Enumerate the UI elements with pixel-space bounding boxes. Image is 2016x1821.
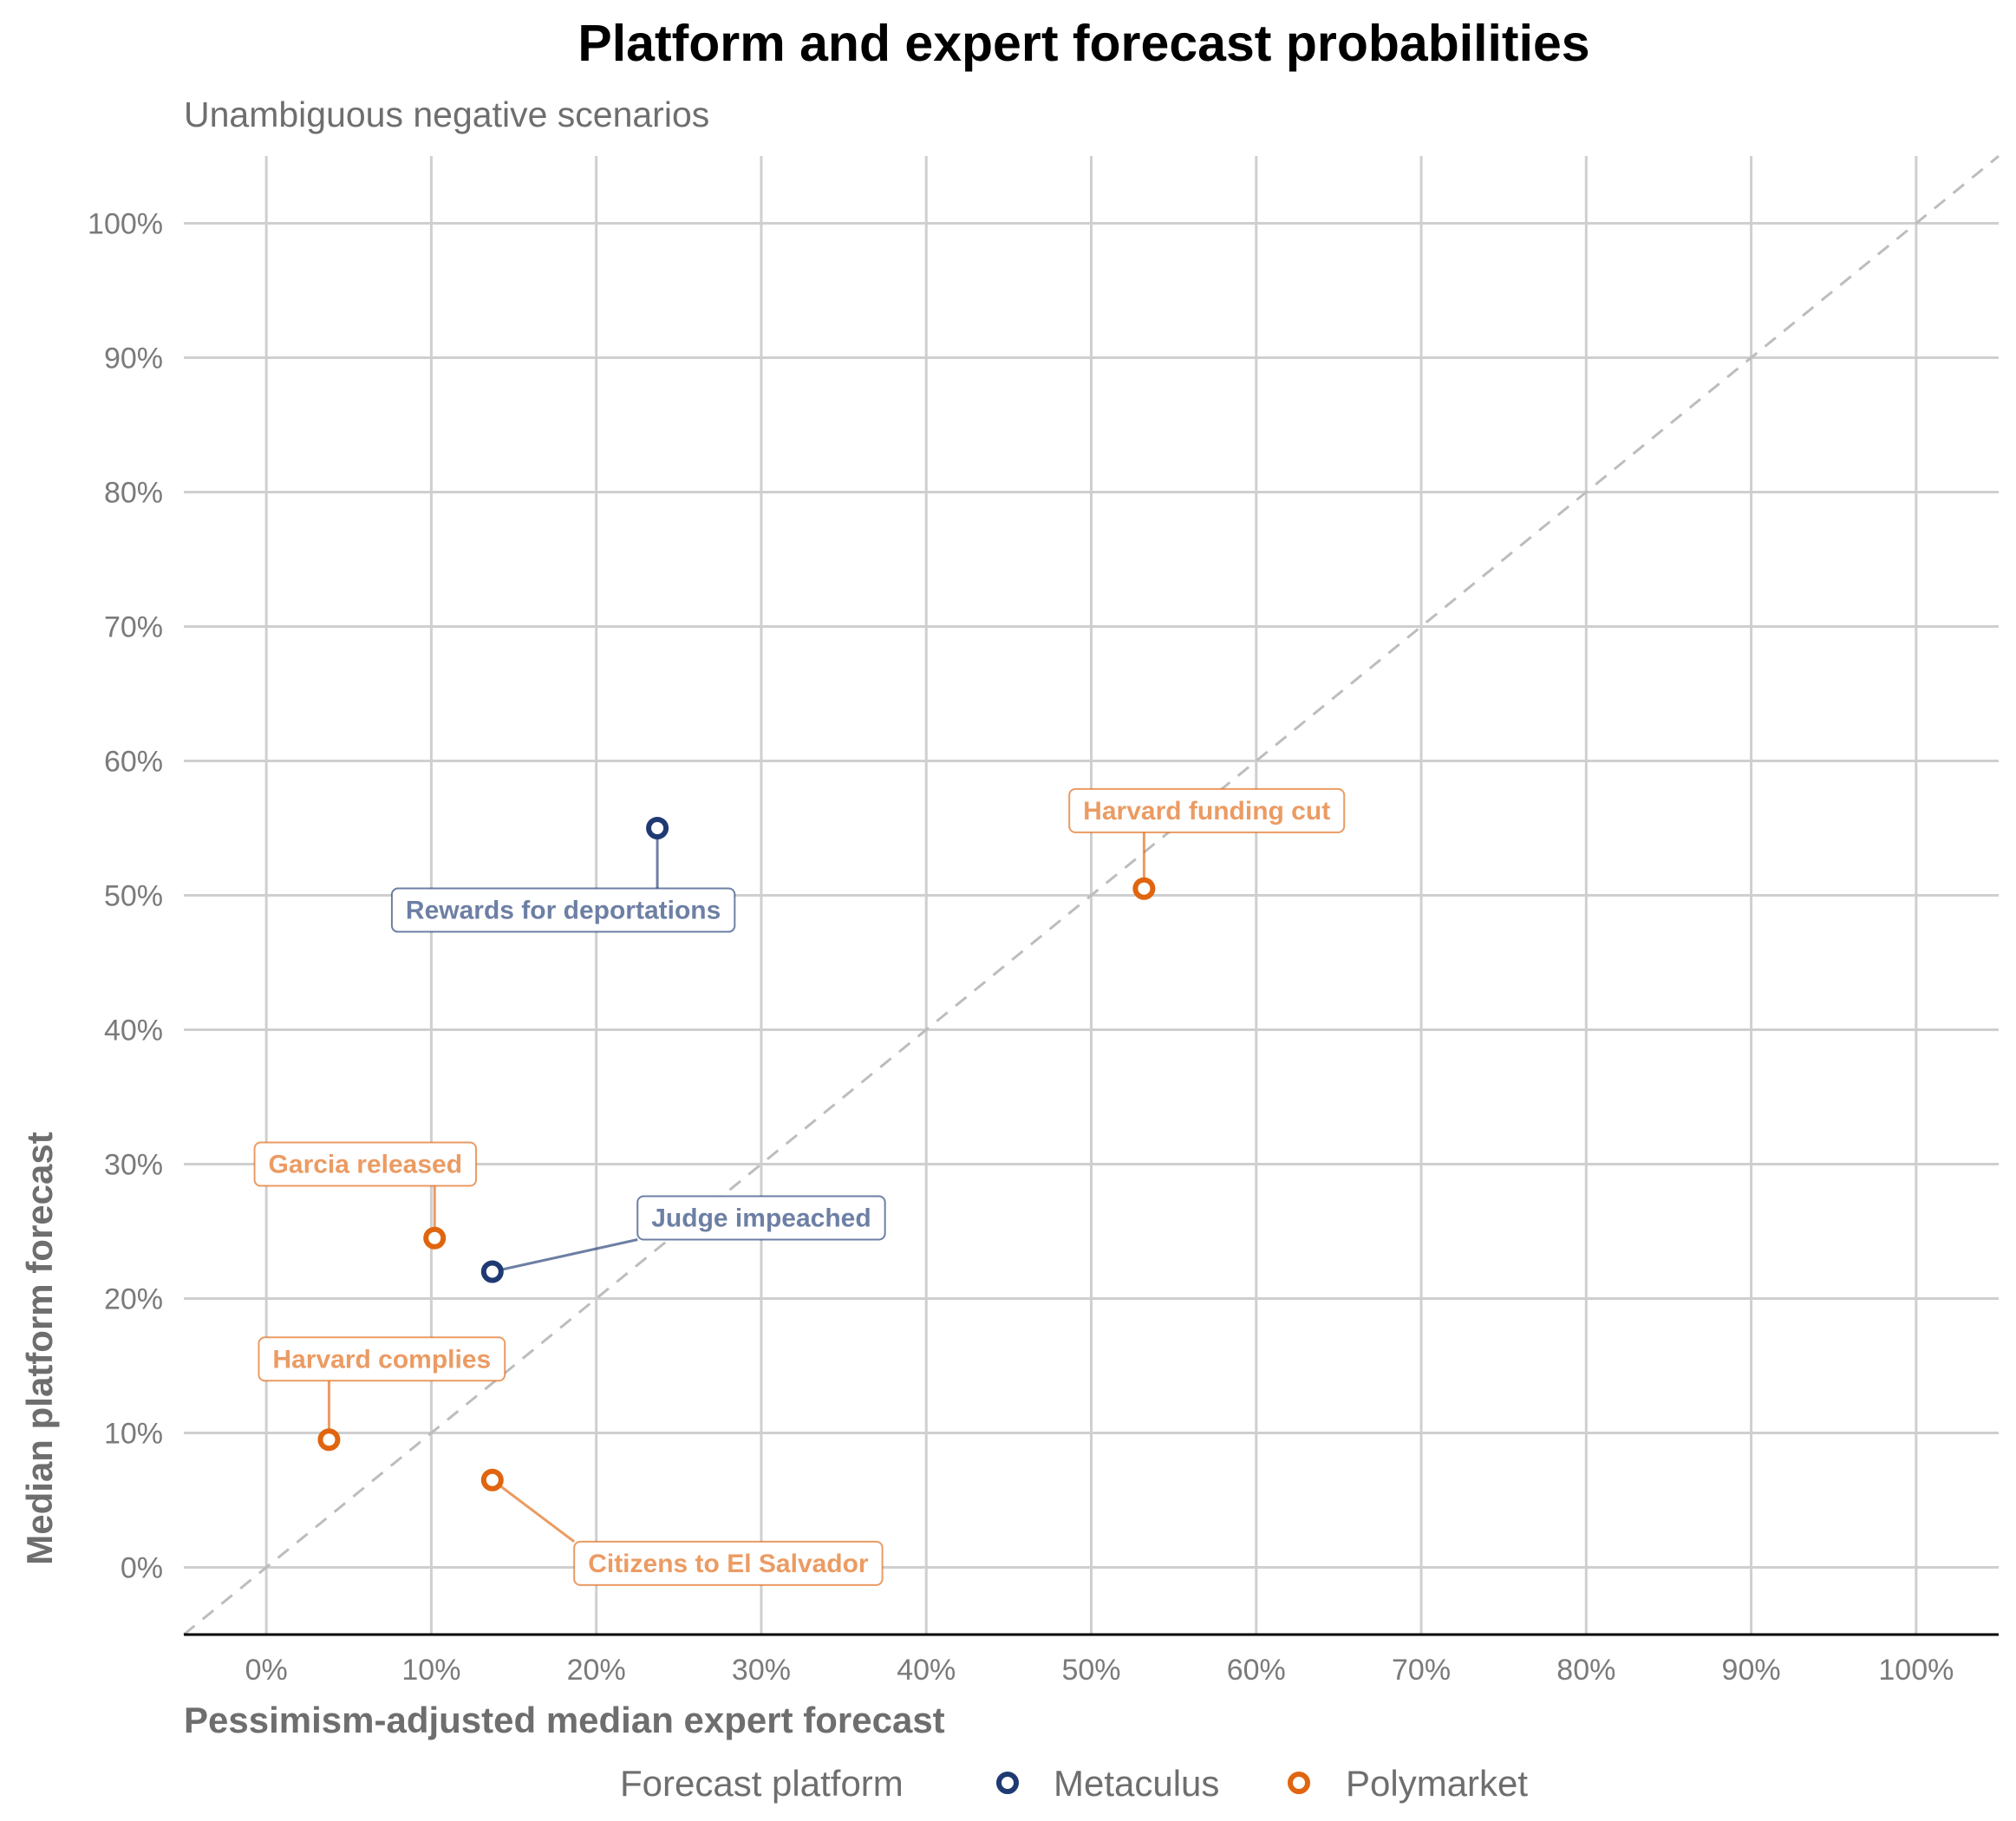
data-point-marker (1132, 877, 1156, 900)
data-point-marker (646, 817, 669, 839)
y-tick-label: 20% (104, 1283, 163, 1316)
point-label: Judge impeached (651, 1204, 871, 1233)
point-label-box (1068, 787, 1346, 833)
x-tick-label: 50% (1061, 1654, 1120, 1687)
point-label: Rewards for deportations (406, 897, 721, 925)
data-point-marker (317, 1428, 341, 1452)
legend-polymarket-label: Polymarket (1346, 1763, 1528, 1804)
y-tick-label: 0% (121, 1552, 163, 1585)
x-tick-label: 10% (401, 1654, 460, 1687)
y-axis-title: Median platform forecast (19, 1132, 60, 1564)
grid (183, 154, 2000, 1636)
y-tick-label: 80% (104, 477, 163, 510)
point-label: Garcia released (269, 1151, 463, 1179)
y-tick-label: 10% (104, 1418, 163, 1451)
x-tick-label: 60% (1227, 1654, 1286, 1687)
legend-metaculus-icon (996, 1772, 1019, 1794)
label-connector-line (492, 1238, 638, 1273)
y-tick-label: 30% (104, 1149, 163, 1182)
x-tick-label: 20% (567, 1654, 626, 1687)
x-tick-label: 80% (1556, 1654, 1615, 1687)
x-tick-label: 0% (245, 1654, 288, 1687)
y-tick-label: 100% (88, 208, 163, 241)
x-tick-label: 40% (897, 1654, 956, 1687)
data-point-marker (480, 1260, 504, 1283)
x-axis-title: Pessimism-adjusted median expert forecas… (184, 1700, 945, 1740)
label-connector-line (491, 1478, 576, 1544)
y-tick-label: 60% (104, 746, 163, 779)
x-tick-label: 90% (1722, 1654, 1781, 1687)
point-label: Harvard funding cut (1083, 797, 1330, 826)
y-tick-label: 70% (104, 611, 163, 644)
point-label-box (258, 1336, 506, 1382)
chart-subtitle: Unambiguous negative scenarios (184, 95, 709, 134)
legend-title: Forecast platform (620, 1763, 904, 1804)
data-points: Rewards for deportations Judge impeached H… (253, 787, 1346, 1586)
chart-title: Platform and expert forecast probabiliti… (577, 15, 1589, 72)
reference-diagonal-line (183, 154, 2000, 1636)
point-label-box (390, 887, 736, 933)
legend: Forecast platform Metaculus Polymarket (620, 1763, 1528, 1804)
y-tick-label: 40% (104, 1015, 163, 1048)
point-label-box (253, 1141, 478, 1187)
point-label: Citizens to El Salvador (588, 1550, 869, 1578)
point-label-box (636, 1195, 886, 1241)
y-tick-label: 90% (104, 343, 163, 375)
axes: 0% 10% 20% 30% 40% 50% 60% 70% 80% 90% 100% 0% 10% 20… (88, 208, 1999, 1687)
data-point-marker (423, 1226, 447, 1250)
x-tick-label: 70% (1392, 1654, 1451, 1687)
y-tick-label: 50% (104, 880, 163, 913)
data-point-marker (480, 1468, 504, 1491)
x-tick-label: 30% (732, 1654, 791, 1687)
point-label-box (573, 1540, 884, 1586)
point-label: Harvard complies (272, 1345, 491, 1374)
legend-polymarket-icon (1288, 1772, 1310, 1794)
x-tick-label: 100% (1878, 1654, 1954, 1687)
legend-metaculus-label: Metaculus (1054, 1763, 1219, 1804)
